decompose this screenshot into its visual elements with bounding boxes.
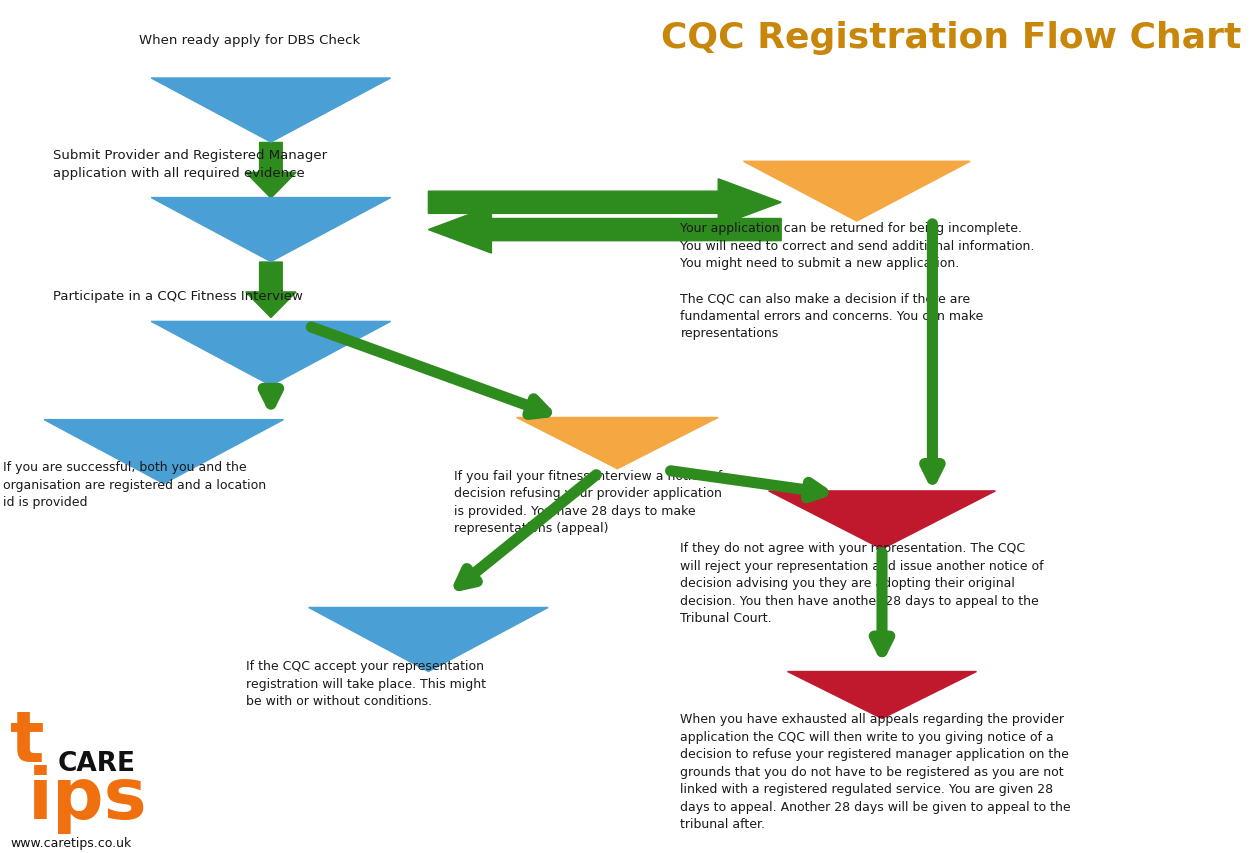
FancyArrow shape — [428, 207, 781, 254]
Text: If the CQC accept your representation
registration will take place. This might
b: If the CQC accept your representation re… — [246, 659, 485, 707]
Polygon shape — [788, 672, 976, 718]
Text: If you are successful, both you and the
organisation are registered and a locati: If you are successful, both you and the … — [3, 461, 266, 508]
Text: www.caretips.co.uk: www.caretips.co.uk — [10, 836, 131, 849]
Polygon shape — [769, 491, 995, 549]
Text: When you have exhausted all appeals regarding the provider
application the CQC w: When you have exhausted all appeals rega… — [680, 712, 1071, 830]
FancyArrow shape — [246, 143, 296, 199]
Text: If they do not agree with your representation. The CQC
will reject your represen: If they do not agree with your represent… — [680, 542, 1045, 624]
Polygon shape — [151, 79, 391, 142]
FancyArrow shape — [428, 179, 781, 226]
Text: Participate in a CQC Fitness Interview: Participate in a CQC Fitness Interview — [53, 290, 302, 303]
Text: CQC Registration Flow Chart: CQC Registration Flow Chart — [660, 21, 1241, 55]
Text: If you fail your fitness interview a notice of
decision refusing your provider a: If you fail your fitness interview a not… — [454, 469, 722, 535]
Polygon shape — [743, 162, 970, 222]
Polygon shape — [309, 607, 548, 672]
Text: ips: ips — [28, 764, 147, 833]
Polygon shape — [151, 322, 391, 386]
Text: t: t — [10, 707, 44, 776]
Text: CARE: CARE — [58, 751, 136, 776]
Polygon shape — [44, 421, 284, 484]
FancyArrow shape — [246, 263, 296, 318]
Text: Your application can be returned for being incomplete.
You will need to correct : Your application can be returned for bei… — [680, 222, 1034, 339]
Polygon shape — [517, 418, 718, 469]
Text: When ready apply for DBS Check: When ready apply for DBS Check — [139, 34, 360, 47]
Text: Submit Provider and Registered Manager
application with all required evidence: Submit Provider and Registered Manager a… — [53, 149, 328, 180]
Polygon shape — [151, 199, 391, 262]
